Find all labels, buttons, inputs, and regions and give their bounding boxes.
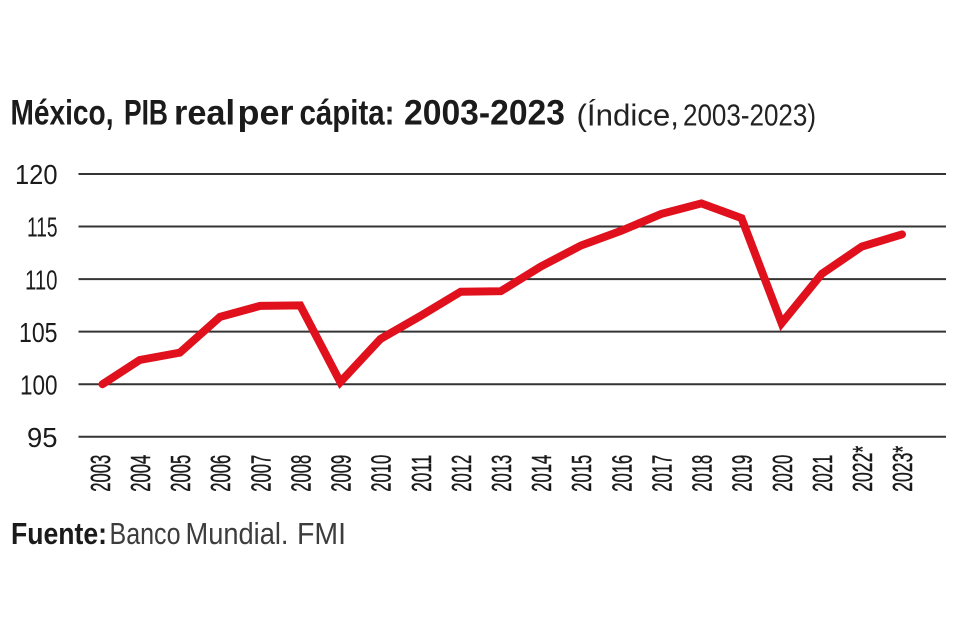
svg-text:2021: 2021 — [807, 455, 838, 492]
svg-text:2022*: 2022* — [847, 446, 878, 492]
svg-text:México,: México, — [11, 94, 114, 133]
svg-text:2017: 2017 — [647, 455, 678, 492]
svg-text:2010: 2010 — [366, 455, 397, 492]
svg-text:2020: 2020 — [767, 455, 798, 492]
svg-text:2003-2023: 2003-2023 — [404, 94, 565, 133]
svg-text:2005: 2005 — [165, 455, 196, 492]
svg-text:115: 115 — [27, 212, 58, 243]
svg-text:real: real — [174, 94, 235, 133]
svg-text:cápita:: cápita: — [300, 94, 395, 133]
svg-text:2015: 2015 — [566, 455, 597, 492]
svg-text:2009: 2009 — [326, 455, 357, 492]
svg-text:2003-2023): 2003-2023) — [683, 97, 816, 132]
svg-text:Mundial.: Mundial. — [186, 516, 289, 551]
svg-text:2007: 2007 — [245, 455, 276, 492]
svg-text:2019: 2019 — [727, 455, 758, 492]
svg-text:2003: 2003 — [85, 455, 116, 492]
svg-text:2004: 2004 — [125, 455, 156, 492]
svg-text:2013: 2013 — [486, 455, 517, 492]
svg-text:2016: 2016 — [606, 455, 637, 492]
svg-text:(Índice,: (Índice, — [577, 97, 680, 132]
svg-text:2006: 2006 — [205, 455, 236, 492]
svg-text:PIB: PIB — [124, 94, 168, 133]
svg-text:FMI: FMI — [297, 516, 346, 551]
svg-text:2008: 2008 — [285, 455, 316, 492]
svg-text:per: per — [238, 94, 294, 133]
svg-text:2011: 2011 — [406, 455, 437, 492]
svg-text:120: 120 — [15, 159, 58, 190]
svg-text:95: 95 — [27, 422, 58, 453]
svg-text:2023*: 2023* — [887, 446, 918, 492]
svg-text:100: 100 — [20, 369, 58, 400]
svg-text:2014: 2014 — [526, 455, 557, 492]
svg-text:2018: 2018 — [687, 455, 718, 492]
svg-text:2012: 2012 — [446, 455, 477, 492]
svg-text:110: 110 — [25, 264, 58, 295]
svg-text:Banco: Banco — [110, 516, 181, 551]
svg-text:Fuente:: Fuente: — [11, 516, 107, 551]
svg-text:105: 105 — [19, 317, 58, 348]
